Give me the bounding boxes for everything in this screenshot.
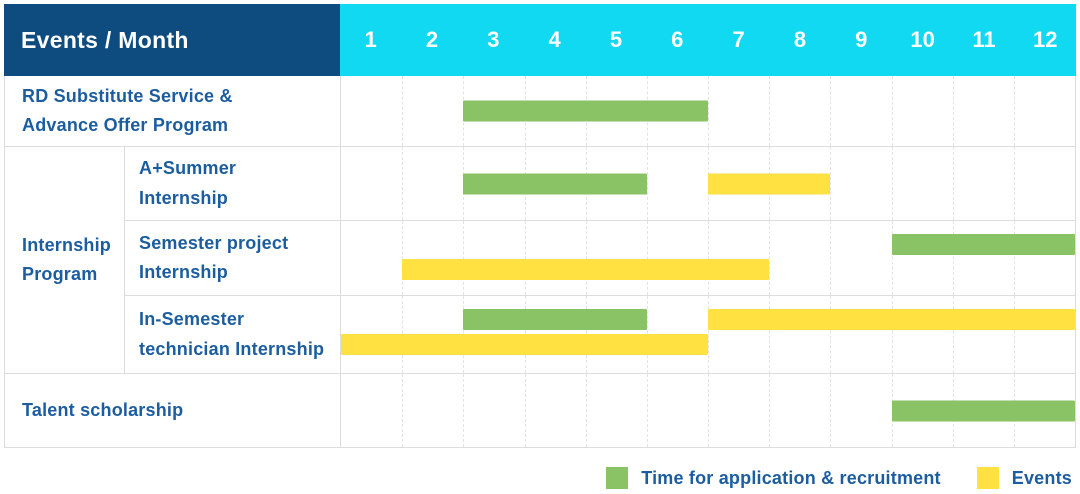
gantt-bar-application <box>463 173 647 194</box>
table-row-in-semester: In-Semester technician Internship <box>125 295 1075 373</box>
month-gridline <box>830 76 832 146</box>
month-header-cells: 1 2 3 4 5 6 7 8 9 10 11 12 <box>340 4 1076 76</box>
month-gridline <box>1013 221 1015 295</box>
table-header-title: Events / Month <box>4 4 340 76</box>
group-label: Internship Program <box>5 147 125 373</box>
row-label: A+Summer Internship <box>125 147 341 220</box>
table-header-row: Events / Month 1 2 3 4 5 6 7 8 9 10 11 12 <box>4 4 1076 76</box>
month-gridline <box>830 221 832 295</box>
legend-label: Time for application & recruitment <box>641 467 941 488</box>
row-chart-area <box>341 296 1075 373</box>
month-header-cell: 2 <box>425 27 439 52</box>
row-chart-area <box>341 147 1075 220</box>
month-gridline <box>830 296 832 373</box>
month-gridline <box>402 374 404 447</box>
month-gridline <box>708 296 709 373</box>
month-gridline <box>646 147 648 220</box>
month-header-cell: 6 <box>671 27 684 52</box>
month-gridline <box>952 221 954 295</box>
month-gridline <box>830 374 832 447</box>
month-gridline <box>1013 296 1015 373</box>
table-body: RD Substitute Service & Advance Offer Pr… <box>4 76 1076 448</box>
table-row-a-summer: A+Summer Internship <box>125 147 1075 220</box>
gantt-bar-event <box>341 334 708 355</box>
month-gridline <box>402 221 404 295</box>
gantt-bar-application <box>463 100 708 122</box>
legend-item-event: Events <box>976 467 1072 489</box>
month-gridline <box>1013 76 1015 146</box>
row-chart-area <box>341 76 1075 146</box>
month-gridline <box>891 147 893 220</box>
application-swatch-icon <box>606 467 629 489</box>
gantt-bar-application <box>891 400 1075 421</box>
gantt-bar-event <box>402 259 770 280</box>
row-label: RD Substitute Service & Advance Offer Pr… <box>5 76 341 146</box>
gantt-bar-application <box>463 309 647 330</box>
month-gridline <box>769 76 771 146</box>
month-gridline <box>463 374 465 447</box>
event-swatch-icon <box>976 467 999 489</box>
table-row-rd-substitute: RD Substitute Service & Advance Offer Pr… <box>5 76 1075 146</box>
row-label: Semester project Internship <box>125 221 341 295</box>
row-chart-area <box>341 221 1075 295</box>
table-row-talent-scholarship: Talent scholarship <box>5 373 1075 447</box>
legend: Time for application & recruitment Events <box>4 467 1076 489</box>
month-gridline <box>463 221 465 295</box>
month-gridline <box>830 147 832 220</box>
month-header-cell: 4 <box>548 27 561 52</box>
month-gridline <box>952 296 954 373</box>
month-header-cell: 3 <box>487 27 500 52</box>
month-gridline <box>708 221 709 295</box>
legend-label: Events <box>1011 467 1072 488</box>
gantt-bar-application <box>891 234 1075 255</box>
month-gridline <box>769 296 771 373</box>
month-header-cell: 1 <box>364 27 377 52</box>
month-header-cell: 5 <box>609 27 623 52</box>
month-gridline <box>646 221 648 295</box>
events-month-gantt: Events / Month 1 2 3 4 5 6 7 8 9 10 11 12 RD Substi… <box>4 4 1076 448</box>
month-gridline <box>769 374 771 447</box>
month-gridline <box>402 76 404 146</box>
month-gridline <box>708 374 709 447</box>
month-gridline <box>646 374 648 447</box>
month-gridline <box>585 221 587 295</box>
month-header-cell: 8 <box>793 27 807 52</box>
row-label: Talent scholarship <box>5 374 341 447</box>
month-gridline <box>524 221 526 295</box>
month-gridline <box>891 296 893 373</box>
month-header-cell: 12 <box>1033 27 1058 52</box>
month-gridline <box>952 147 954 220</box>
table-row-semester-project: Semester project Internship <box>125 220 1075 295</box>
month-gridline <box>402 147 404 220</box>
month-gridline <box>524 374 526 447</box>
month-gridline <box>891 76 893 146</box>
gantt-bar-event <box>708 309 1075 330</box>
row-chart-area <box>341 374 1075 447</box>
gantt-bar-event <box>708 173 831 194</box>
month-gridline <box>769 221 771 295</box>
month-header-cell: 7 <box>732 27 745 52</box>
row-label: In-Semester technician Internship <box>125 296 341 373</box>
month-gridline <box>952 76 954 146</box>
month-header-cell: 9 <box>855 27 868 52</box>
legend-item-application: Time for application & recruitment <box>606 467 941 489</box>
internship-program-group: Internship Program A+Summer Internship S… <box>5 146 1075 373</box>
month-gridline <box>708 76 709 146</box>
month-gridline <box>891 221 893 295</box>
month-header-cell: 11 <box>972 27 996 52</box>
month-header-cell: 10 <box>910 27 935 52</box>
group-rows: A+Summer Internship Semester project Int… <box>125 147 1075 373</box>
month-gridline <box>585 374 587 447</box>
month-gridline <box>1013 147 1015 220</box>
